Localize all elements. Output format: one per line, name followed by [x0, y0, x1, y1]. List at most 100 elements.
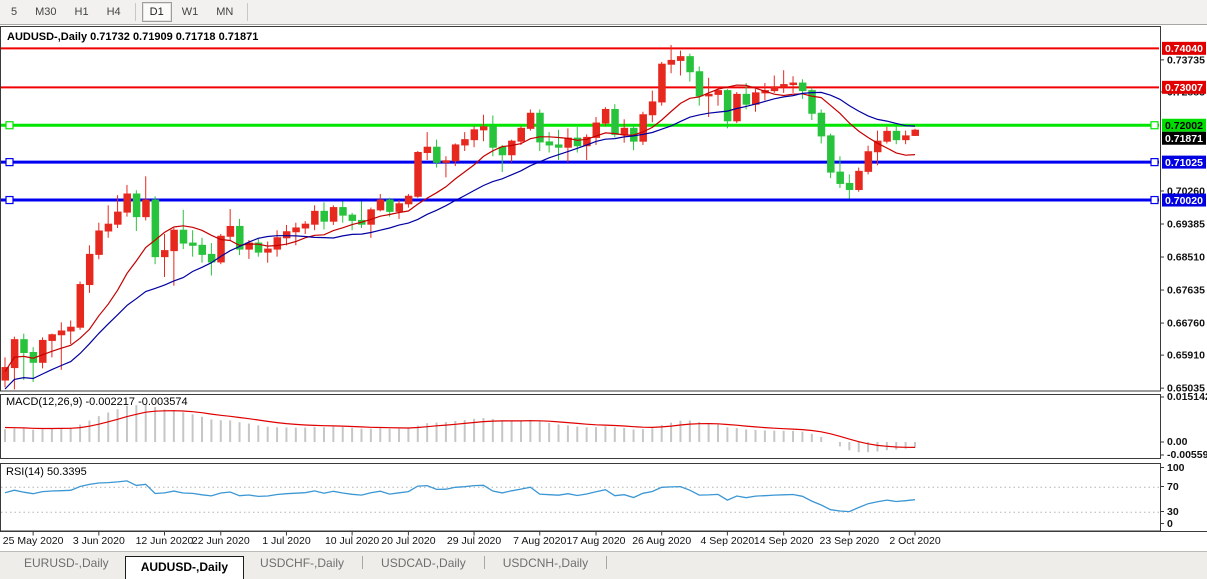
candle-body: [742, 93, 751, 105]
price-badge: [1162, 193, 1206, 207]
candle-body: [451, 144, 460, 162]
tab-usdcnh-daily[interactable]: USDCNH-,Daily: [502, 556, 589, 570]
date-label: 26 Aug 2020: [632, 535, 691, 547]
candle-body: [198, 244, 207, 255]
date-label: 20 Jul 2020: [381, 535, 435, 547]
candle-body: [545, 141, 554, 146]
price-axis[interactable]: 0.737350.728850.702600.693850.685100.676…: [1160, 41, 1206, 395]
candle-body: [620, 127, 629, 135]
hline-handle[interactable]: [5, 121, 14, 130]
candle-body: [123, 193, 131, 213]
price-badge-label: 0.70020: [1165, 195, 1203, 207]
macd-panel: [4, 403, 916, 453]
tab-separator: [606, 556, 608, 569]
macd-signal-line: [4, 410, 916, 448]
timeframe-button-h1[interactable]: H1: [74, 6, 89, 18]
candle-body: [780, 84, 788, 88]
candle-body: [667, 59, 676, 65]
hline-handle[interactable]: [1150, 195, 1159, 205]
timeframe-button-h4[interactable]: H4: [106, 6, 121, 18]
candle-body: [695, 71, 704, 97]
tab-usdchf-daily[interactable]: USDCHF-,Daily: [260, 556, 345, 570]
hline-handle[interactable]: [1150, 158, 1159, 167]
candle-body: [142, 199, 150, 218]
timeframe-button-5[interactable]: 5: [11, 6, 18, 18]
hline-handle[interactable]: [5, 158, 14, 167]
price-tick-label: 0.65035: [1167, 383, 1205, 395]
candle-body: [179, 229, 188, 244]
candle-body: [189, 242, 197, 246]
candle-body: [864, 151, 873, 172]
candle-body: [639, 114, 647, 142]
date-label: 25 May 2020: [3, 535, 64, 547]
candle-body: [508, 140, 516, 156]
candle-body: [592, 122, 601, 138]
candle-body: [873, 140, 882, 153]
candle-body: [376, 199, 385, 211]
candle-body: [470, 129, 479, 141]
candle-body: [57, 330, 66, 336]
candle-body: [292, 227, 300, 233]
candle-body: [414, 151, 422, 197]
timeframe-button-mn[interactable]: MN: [216, 6, 234, 18]
price-badge-label: 0.74040: [1165, 43, 1203, 55]
candle-body: [264, 248, 272, 253]
candle-body: [254, 242, 263, 253]
timeframe-button-w1[interactable]: W1: [181, 6, 199, 18]
candle-body: [883, 130, 891, 142]
price-badge: [1162, 118, 1206, 132]
candle-body: [789, 82, 798, 86]
candle-body: [855, 170, 863, 190]
timeframe-button-d1[interactable]: D1: [141, 2, 172, 22]
panel-frames: [0, 26, 1207, 532]
candle-body: [770, 86, 779, 92]
candle-body: [498, 146, 507, 156]
tab-eurusd-daily[interactable]: EURUSD-,Daily: [24, 556, 109, 570]
date-label: 17 Aug 2020: [567, 535, 626, 547]
date-label: 1 Jul 2020: [262, 535, 311, 547]
rsi-axis-label: 100: [1167, 462, 1185, 474]
hline-handle[interactable]: [1150, 121, 1159, 130]
date-label: 23 Sep 2020: [820, 535, 880, 547]
candle-body: [808, 90, 816, 114]
candle-body: [798, 82, 807, 92]
candle-body: [705, 93, 713, 97]
candle-body: [20, 339, 28, 353]
candle-body: [104, 223, 113, 232]
candle-body: [348, 214, 357, 221]
tab-separator: [483, 556, 485, 569]
candle-body: [132, 193, 141, 218]
hline-handle[interactable]: [5, 195, 14, 205]
candle-body: [320, 210, 328, 222]
tab-audusd-daily[interactable]: AUDUSD-,Daily: [124, 556, 245, 579]
timeframe-toolbar: 5 M30 H1 H4 D1 W1 MN: [0, 0, 1207, 25]
horizontal-price-lines[interactable]: [1, 47, 1159, 205]
candle-body: [236, 225, 244, 250]
candle-body: [48, 334, 56, 341]
candle-body: [461, 139, 469, 146]
candle-body: [526, 112, 535, 129]
candle-body: [76, 284, 85, 328]
candle-body: [817, 112, 826, 137]
candle-body: [723, 90, 732, 122]
price-badge-label: 0.71871: [1165, 133, 1203, 145]
chart-ohlc-title: AUDUSD-,Daily 0.71732 0.71909 0.71718 0.…: [7, 31, 258, 43]
candle-body: [245, 242, 253, 250]
candle-body: [442, 160, 450, 163]
candle-body: [892, 130, 901, 141]
price-badge: [1162, 80, 1206, 94]
macd-axis-label: 0.015142: [1167, 391, 1207, 403]
ma-slow-line: [4, 91, 916, 390]
indicator-axis-labels: 0.015142 0.00-0.005595100 70 300: [1160, 391, 1207, 530]
rsi-title: RSI(14) 50.3395: [6, 466, 87, 478]
pane-titles: AUDUSD-,Daily 0.71732 0.71909 0.71718 0.…: [6, 31, 258, 478]
candle-body: [160, 250, 169, 258]
candle-body: [217, 235, 225, 263]
date-label: 4 Sep 2020: [701, 535, 755, 547]
timeframe-button-m30[interactable]: M30: [35, 6, 57, 18]
candle-body: [752, 92, 760, 105]
tab-usdcad-daily[interactable]: USDCAD-,Daily: [381, 556, 466, 570]
